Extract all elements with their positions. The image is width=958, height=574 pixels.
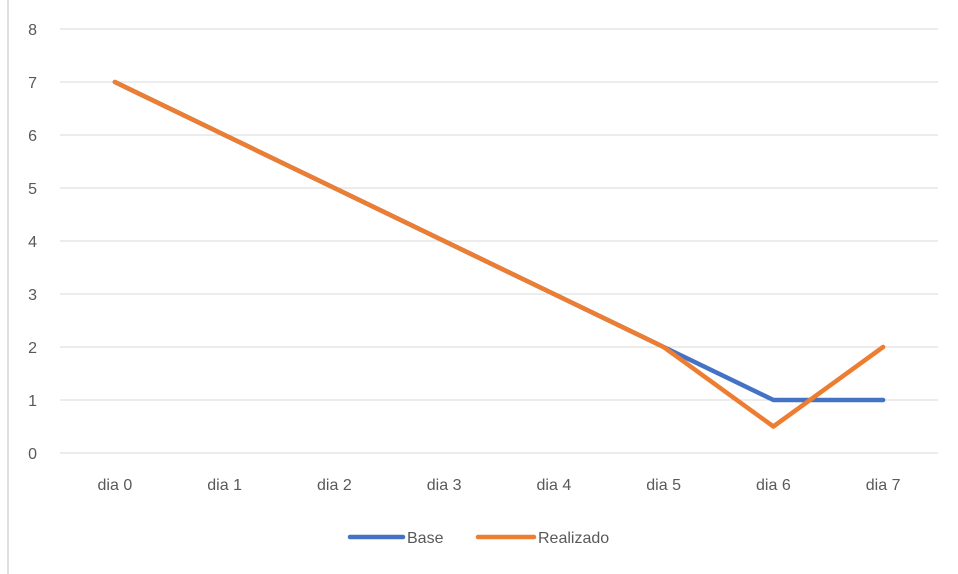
legend-label-base: Base: [407, 530, 444, 547]
x-tick-label: dia 0: [98, 477, 133, 494]
y-tick-label: 7: [28, 75, 37, 92]
y-tick-label: 4: [28, 234, 37, 251]
legend: Base Realizado: [347, 530, 609, 547]
x-tick-label: dia 4: [537, 477, 572, 494]
x-tick-label: dia 2: [317, 477, 352, 494]
x-tick-label: dia 5: [646, 477, 681, 494]
y-tick-label: 5: [28, 181, 37, 198]
series-lines: [112, 79, 886, 429]
x-tick-label: dia 1: [207, 477, 242, 494]
x-tick-label: dia 6: [756, 477, 791, 494]
y-tick-label: 2: [28, 340, 37, 357]
y-tick-label: 0: [28, 446, 37, 463]
y-tick-label: 3: [28, 287, 37, 304]
y-tick-label: 6: [28, 128, 37, 145]
y-tick-label: 8: [28, 22, 37, 39]
legend-label-realizado: Realizado: [538, 530, 609, 547]
gridlines: [60, 28, 938, 454]
x-axis-ticks: dia 0 dia 1 dia 2 dia 3 dia 4 dia 5 dia 6 dia 7: [98, 477, 901, 494]
x-tick-label: dia 7: [866, 477, 901, 494]
series-line-realizado: [112, 79, 886, 429]
x-tick-label: dia 3: [427, 477, 462, 494]
y-axis-ticks: 0 1 2 3 4 5 6 7 8: [28, 22, 37, 463]
y-tick-label: 1: [28, 393, 37, 410]
